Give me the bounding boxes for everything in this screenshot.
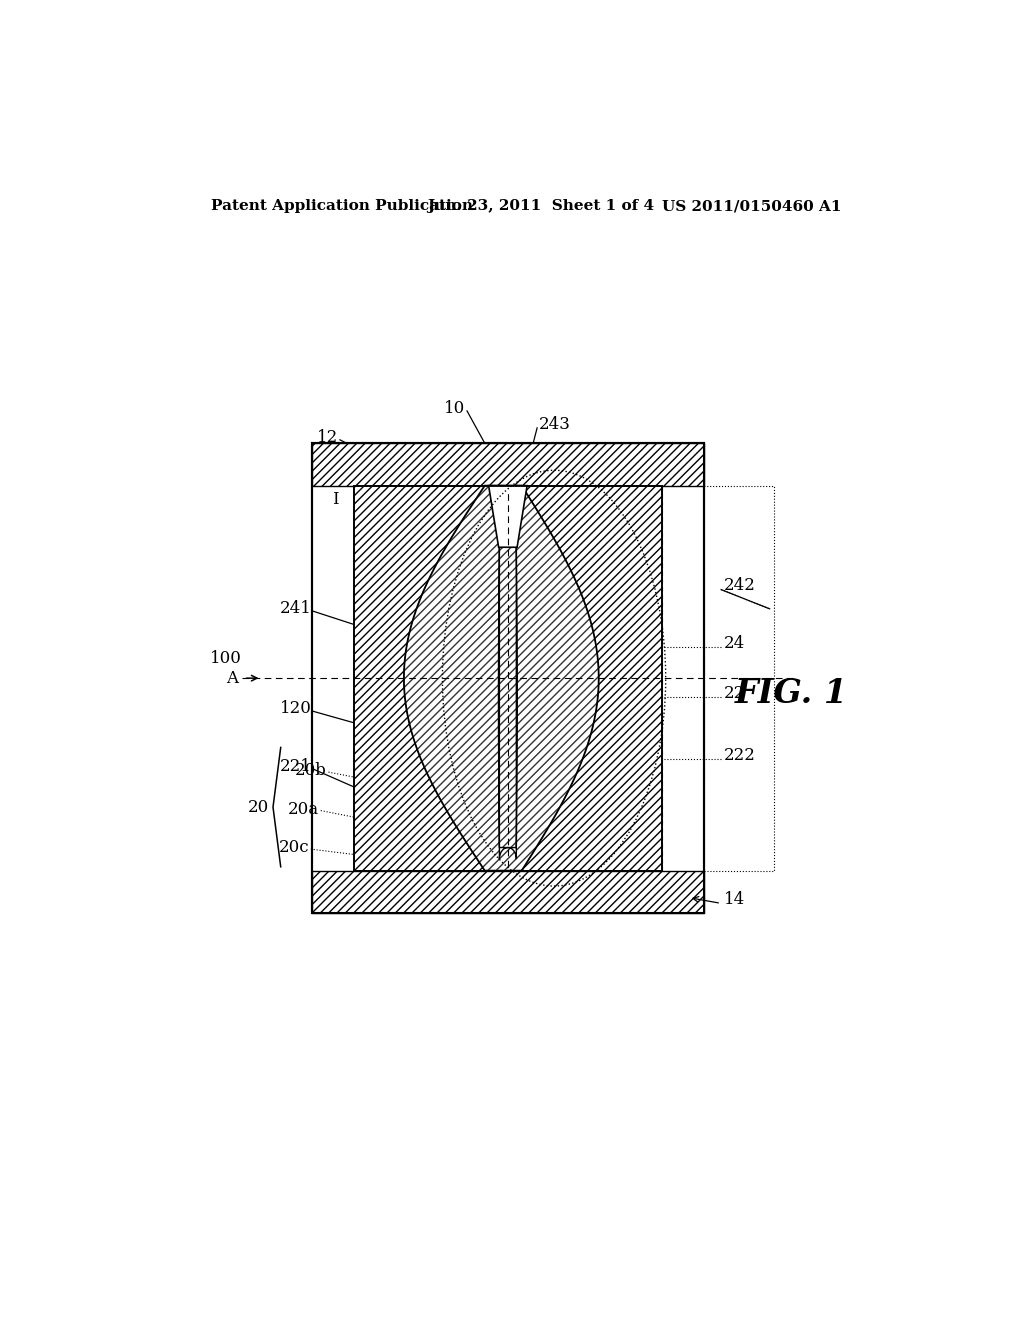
Text: 20: 20 xyxy=(248,799,269,816)
Bar xyxy=(311,444,705,486)
Text: 120: 120 xyxy=(280,701,311,718)
Bar xyxy=(311,444,705,913)
Text: A: A xyxy=(226,669,239,686)
Text: FIG. 1: FIG. 1 xyxy=(735,677,848,710)
Text: 222: 222 xyxy=(724,747,756,764)
Text: 242: 242 xyxy=(724,577,756,594)
Text: 12: 12 xyxy=(317,429,339,446)
Bar xyxy=(354,486,662,871)
Bar xyxy=(311,871,705,913)
Polygon shape xyxy=(499,548,517,859)
Text: 10: 10 xyxy=(444,400,466,417)
Text: 241: 241 xyxy=(280,601,311,618)
Text: 20a: 20a xyxy=(288,800,319,817)
Bar xyxy=(354,486,662,871)
Bar xyxy=(354,486,662,871)
Polygon shape xyxy=(488,486,527,548)
Polygon shape xyxy=(403,486,599,871)
Text: 24: 24 xyxy=(724,635,744,652)
Text: Jun. 23, 2011  Sheet 1 of 4: Jun. 23, 2011 Sheet 1 of 4 xyxy=(427,199,654,213)
Bar xyxy=(705,486,773,871)
Text: 243: 243 xyxy=(539,416,570,433)
Text: 14: 14 xyxy=(724,891,744,908)
Bar xyxy=(311,444,705,913)
Text: 22: 22 xyxy=(724,685,744,702)
Text: 221: 221 xyxy=(280,758,311,775)
Text: Patent Application Publication: Patent Application Publication xyxy=(211,199,473,213)
Text: I: I xyxy=(332,491,339,508)
Text: US 2011/0150460 A1: US 2011/0150460 A1 xyxy=(662,199,842,213)
Text: 20b: 20b xyxy=(295,762,327,779)
Text: 100: 100 xyxy=(210,651,243,668)
Text: 20c: 20c xyxy=(279,840,309,857)
Text: θ: θ xyxy=(529,519,541,537)
